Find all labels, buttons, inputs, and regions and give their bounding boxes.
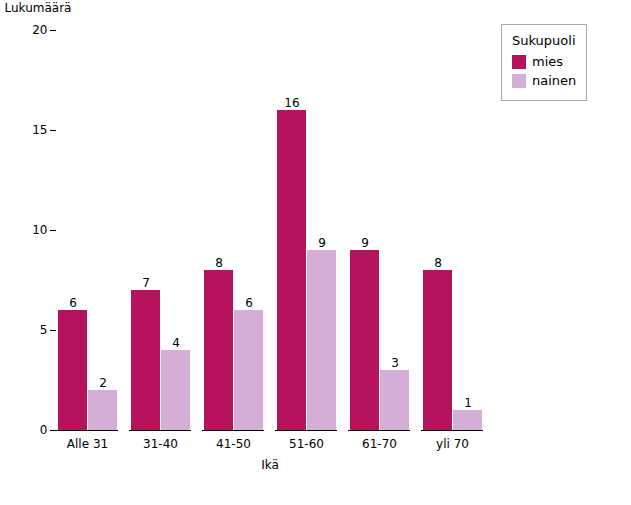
svg-text:9: 9: [318, 236, 326, 250]
html-text:Sukupuoli: Sukupuoli: [512, 33, 576, 48]
svg-text:20: 20: [32, 23, 47, 37]
svg-text:51-60: 51-60: [289, 437, 324, 451]
svg-text:6: 6: [69, 296, 77, 310]
svg-text:Ikä: Ikä: [261, 458, 279, 472]
svg-text:4: 4: [172, 336, 180, 350]
svg-text:3: 3: [391, 356, 399, 370]
svg-text:yli 70: yli 70: [436, 437, 469, 451]
html-text:mies: mies: [532, 54, 563, 69]
svg-text:8: 8: [434, 256, 442, 270]
svg-text:31-40: 31-40: [143, 437, 178, 451]
svg-text:6: 6: [245, 296, 253, 310]
svg-text:61-70: 61-70: [362, 437, 397, 451]
svg-text:15: 15: [32, 123, 47, 137]
svg-text:2: 2: [99, 376, 107, 390]
svg-text:Alle 31: Alle 31: [67, 437, 108, 451]
svg-text:8: 8: [215, 256, 223, 270]
svg-text:1: 1: [464, 396, 472, 410]
svg-text:7: 7: [142, 276, 150, 290]
svg-text:5: 5: [40, 323, 48, 337]
svg-text:16: 16: [284, 96, 299, 110]
html-text:nainen: nainen: [532, 73, 577, 88]
svg-text:9: 9: [361, 236, 369, 250]
svg-text:10: 10: [32, 223, 47, 237]
svg-text:0: 0: [40, 423, 48, 437]
svg-text:Lukumäärä: Lukumäärä: [5, 1, 72, 15]
svg-text:41-50: 41-50: [216, 437, 251, 451]
